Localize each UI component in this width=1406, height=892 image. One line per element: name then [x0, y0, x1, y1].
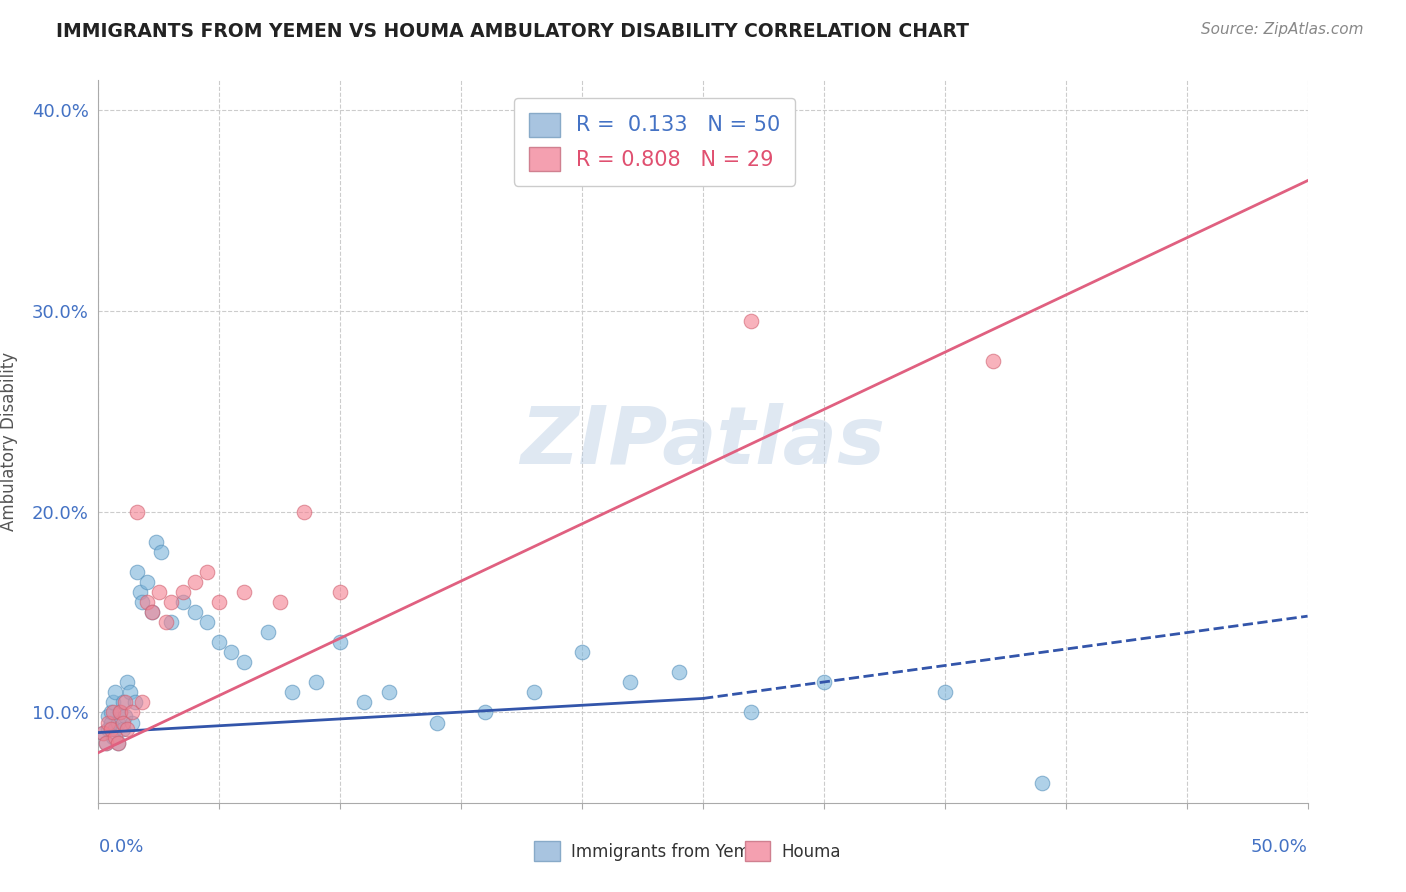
Point — [232, 655, 254, 669]
Point — [141, 605, 163, 619]
Point — [104, 685, 127, 699]
Point — [377, 685, 399, 699]
Point — [150, 545, 173, 559]
Point — [256, 625, 278, 640]
Text: Houma: Houma — [782, 843, 841, 861]
Point — [208, 635, 231, 649]
Point — [135, 595, 157, 609]
Point — [111, 696, 134, 710]
Point — [135, 574, 157, 589]
Point — [101, 696, 124, 710]
Point — [107, 735, 129, 749]
Point — [160, 595, 183, 609]
Point — [104, 730, 127, 744]
Point — [523, 685, 546, 699]
Point — [97, 709, 120, 723]
Point — [148, 585, 170, 599]
Point — [195, 565, 218, 579]
Point — [329, 585, 352, 599]
Point — [108, 706, 131, 720]
Point — [100, 715, 122, 730]
Point — [128, 585, 150, 599]
Point — [101, 730, 124, 744]
Point — [281, 685, 304, 699]
Point — [145, 534, 167, 549]
Point — [813, 675, 835, 690]
Point — [208, 595, 231, 609]
Point — [619, 675, 641, 690]
Point — [114, 696, 136, 710]
Point — [121, 715, 143, 730]
Point — [91, 725, 114, 739]
Point — [101, 706, 124, 720]
Text: ZIPatlas: ZIPatlas — [520, 402, 886, 481]
Point — [184, 605, 207, 619]
Point — [474, 706, 496, 720]
Point — [232, 585, 254, 599]
Point — [571, 645, 593, 659]
Point — [740, 314, 762, 328]
Point — [111, 722, 134, 736]
Point — [107, 735, 129, 749]
Point — [121, 706, 143, 720]
Point — [111, 715, 134, 730]
Point — [172, 585, 194, 599]
Point — [934, 685, 956, 699]
Text: Source: ZipAtlas.com: Source: ZipAtlas.com — [1201, 22, 1364, 37]
Point — [100, 722, 122, 736]
Point — [100, 706, 122, 720]
Point — [127, 505, 149, 519]
Point — [127, 565, 149, 579]
Point — [94, 735, 117, 749]
Point — [172, 595, 194, 609]
Point — [981, 354, 1004, 368]
Point — [104, 722, 127, 736]
Point — [117, 675, 139, 690]
Point — [329, 635, 352, 649]
Point — [221, 645, 243, 659]
Point — [160, 615, 183, 630]
Text: Immigrants from Yemen: Immigrants from Yemen — [571, 843, 770, 861]
Text: IMMIGRANTS FROM YEMEN VS HOUMA AMBULATORY DISABILITY CORRELATION CHART: IMMIGRANTS FROM YEMEN VS HOUMA AMBULATOR… — [56, 22, 969, 41]
Text: 50.0%: 50.0% — [1251, 838, 1308, 856]
Point — [155, 615, 177, 630]
Point — [108, 706, 131, 720]
Point — [97, 722, 120, 736]
Point — [107, 715, 129, 730]
Point — [124, 696, 146, 710]
Point — [91, 725, 114, 739]
Point — [668, 665, 690, 680]
Y-axis label: Ambulatory Disability: Ambulatory Disability — [0, 352, 18, 531]
Text: 0.0%: 0.0% — [98, 838, 143, 856]
Point — [118, 685, 141, 699]
Point — [131, 595, 153, 609]
Point — [114, 709, 136, 723]
Point — [184, 574, 207, 589]
Point — [426, 715, 449, 730]
Point — [195, 615, 218, 630]
Point — [97, 715, 120, 730]
Point — [1031, 776, 1053, 790]
Legend: R =  0.133   N = 50, R = 0.808   N = 29: R = 0.133 N = 50, R = 0.808 N = 29 — [515, 98, 796, 186]
Point — [117, 722, 139, 736]
Point — [131, 696, 153, 710]
Point — [269, 595, 291, 609]
Point — [94, 735, 117, 749]
Point — [292, 505, 315, 519]
Point — [141, 605, 163, 619]
Point — [305, 675, 328, 690]
Point — [353, 696, 375, 710]
Point — [740, 706, 762, 720]
